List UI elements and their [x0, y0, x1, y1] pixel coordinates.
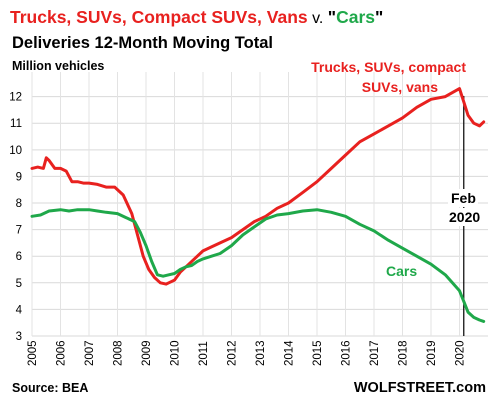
x-tick-label: 2017	[369, 340, 381, 366]
annotation-bg	[446, 208, 482, 226]
x-tick-label: 2014	[284, 340, 296, 366]
x-tick-label: 2006	[56, 340, 68, 366]
y-tick-label: 9	[16, 171, 22, 183]
y-tick-label: 4	[16, 304, 23, 316]
y-tick-label: 8	[16, 198, 22, 210]
x-tick-label: 2009	[141, 340, 153, 366]
y-tick-labels: 3 4 5 6 7 8 9 10 11 12	[9, 92, 22, 343]
annotation-feb-line1: Feb	[451, 190, 476, 206]
annotations: Trucks, SUVs, compact SUVs, vans Cars Feb 20…	[311, 59, 482, 279]
x-tick-label: 2016	[341, 340, 353, 366]
x-tick-label: 2010	[170, 340, 182, 366]
y-tick-label: 5	[16, 278, 22, 290]
chart-title: Trucks, SUVs, Compact SUVs, Vans v. "Car…	[10, 7, 383, 27]
annotation-trucks-line1: Trucks, SUVs, compact	[311, 59, 466, 75]
y-tick-label: 10	[9, 145, 22, 157]
series-line-cars	[30, 208, 486, 323]
x-tick-label: 2013	[255, 340, 267, 366]
title-part-0: Trucks, SUVs, Compact SUVs, Vans	[10, 7, 308, 27]
y-tick-label: 7	[16, 225, 22, 237]
annotation-cars: Cars	[386, 263, 417, 279]
annotation-feb-line2: 2020	[449, 209, 480, 225]
annotation-trucks-line2: SUVs, vans	[362, 79, 438, 95]
y-tick-label: 3	[16, 331, 22, 343]
gridlines	[31, 72, 488, 337]
y-axis-label: Million vehicles	[12, 59, 104, 73]
x-tick-label: 2008	[113, 340, 125, 366]
x-tick-label: 2019	[426, 340, 438, 366]
y-tick-label: 11	[10, 118, 22, 130]
y-tick-label: 12	[9, 92, 22, 104]
x-tick-label: 2005	[27, 340, 39, 366]
source-note: Source: BEA	[12, 381, 88, 395]
title-part-3: Cars	[336, 7, 375, 27]
brand-watermark: WOLFSTREET.com	[354, 380, 486, 396]
series-line-trucks	[30, 87, 486, 286]
x-tick-label: 2018	[398, 340, 410, 366]
x-tick-label: 2011	[198, 341, 210, 366]
series-lines	[30, 87, 486, 323]
annotation-bg	[448, 189, 478, 207]
x-tick-label: 2015	[312, 340, 324, 366]
y-tick-label: 6	[16, 251, 22, 263]
x-tick-labels: 2005 2006 2007 2008 2009 2010 2011 2012 2013 2014…	[27, 340, 467, 366]
title-part-1: v.	[308, 10, 328, 27]
title-part-2: "	[328, 7, 336, 27]
x-tick-label: 2007	[84, 340, 96, 366]
x-tick-label: 2012	[227, 340, 239, 366]
title-part-4: "	[375, 7, 383, 27]
chart-subtitle: Deliveries 12-Month Moving Total	[12, 34, 273, 52]
x-tick-label: 2020	[455, 340, 467, 366]
